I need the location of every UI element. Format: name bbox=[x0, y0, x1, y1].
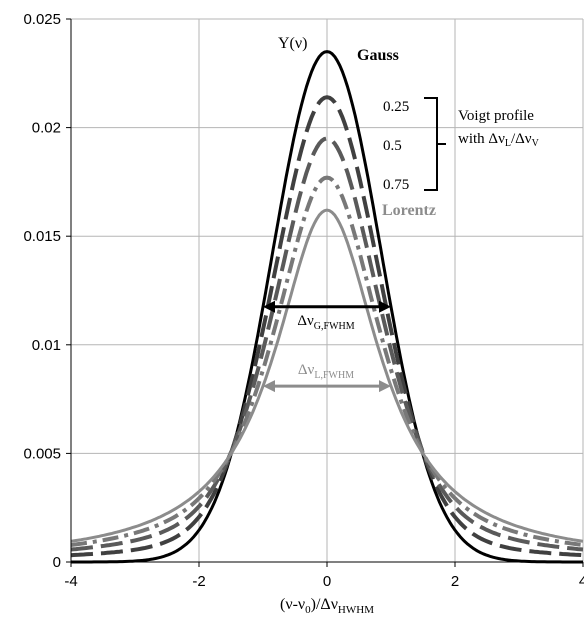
series-0-25-line bbox=[70, 95, 584, 558]
voigt-description-line2: with ΔνL/ΔνV bbox=[458, 131, 540, 149]
voigt-value-0.5: 0.5 bbox=[383, 138, 402, 154]
x-tick-label-0: -4 bbox=[64, 573, 77, 590]
x-tick-label-4: 4 bbox=[579, 573, 584, 590]
grid-lines bbox=[70, 18, 584, 563]
series-gauss-line bbox=[71, 50, 583, 564]
x-tick-labels: -4 -2 0 2 4 bbox=[64, 573, 584, 590]
lorentz-label: Lorentz bbox=[382, 202, 436, 219]
x-axis-label: (ν-ν0)/ΔνHWHM bbox=[280, 596, 374, 616]
voigt-description-line1: Voigt profile bbox=[458, 108, 534, 124]
lorentz-fwhm-arrow-right-head bbox=[379, 380, 391, 393]
series-lorentz-line bbox=[70, 208, 584, 543]
y-tick-label-4: 0.02 bbox=[32, 120, 61, 137]
fwhm-arrows bbox=[263, 300, 391, 393]
y-tick-label-3: 0.015 bbox=[23, 228, 61, 245]
y-tick-labels: 0 0.005 0.01 0.015 0.02 0.025 bbox=[23, 11, 61, 571]
y-tick-label-5: 0.025 bbox=[23, 11, 61, 28]
x-tick-label-1: -2 bbox=[192, 573, 205, 590]
x-tick-label-3: 2 bbox=[451, 573, 459, 590]
gauss-fwhm-label: ΔνG,FWHM bbox=[297, 313, 354, 332]
curve-layer bbox=[70, 50, 584, 564]
axes bbox=[66, 18, 584, 567]
gauss-fwhm-arrow-right-head bbox=[379, 300, 391, 313]
gauss-label: Gauss bbox=[357, 47, 399, 64]
lorentz-fwhm-arrow-left-head bbox=[263, 380, 275, 393]
series-0-75-line bbox=[70, 175, 584, 547]
gauss-fwhm-arrow-left-head bbox=[263, 300, 275, 313]
x-tick-label-2: 0 bbox=[323, 573, 331, 590]
y-tick-label-2: 0.01 bbox=[32, 337, 61, 354]
y-tick-label-1: 0.005 bbox=[23, 445, 61, 462]
series-0-5-line bbox=[70, 136, 584, 552]
y-axis-label: Y(ν) bbox=[278, 35, 307, 52]
voigt-value-0.75: 0.75 bbox=[383, 177, 409, 193]
y-tick-label-0: 0 bbox=[53, 554, 61, 571]
voigt-bracket bbox=[424, 97, 446, 191]
voigt-value-0.25: 0.25 bbox=[383, 99, 409, 115]
lorentz-fwhm-label: ΔνL,FWHM bbox=[298, 362, 354, 381]
